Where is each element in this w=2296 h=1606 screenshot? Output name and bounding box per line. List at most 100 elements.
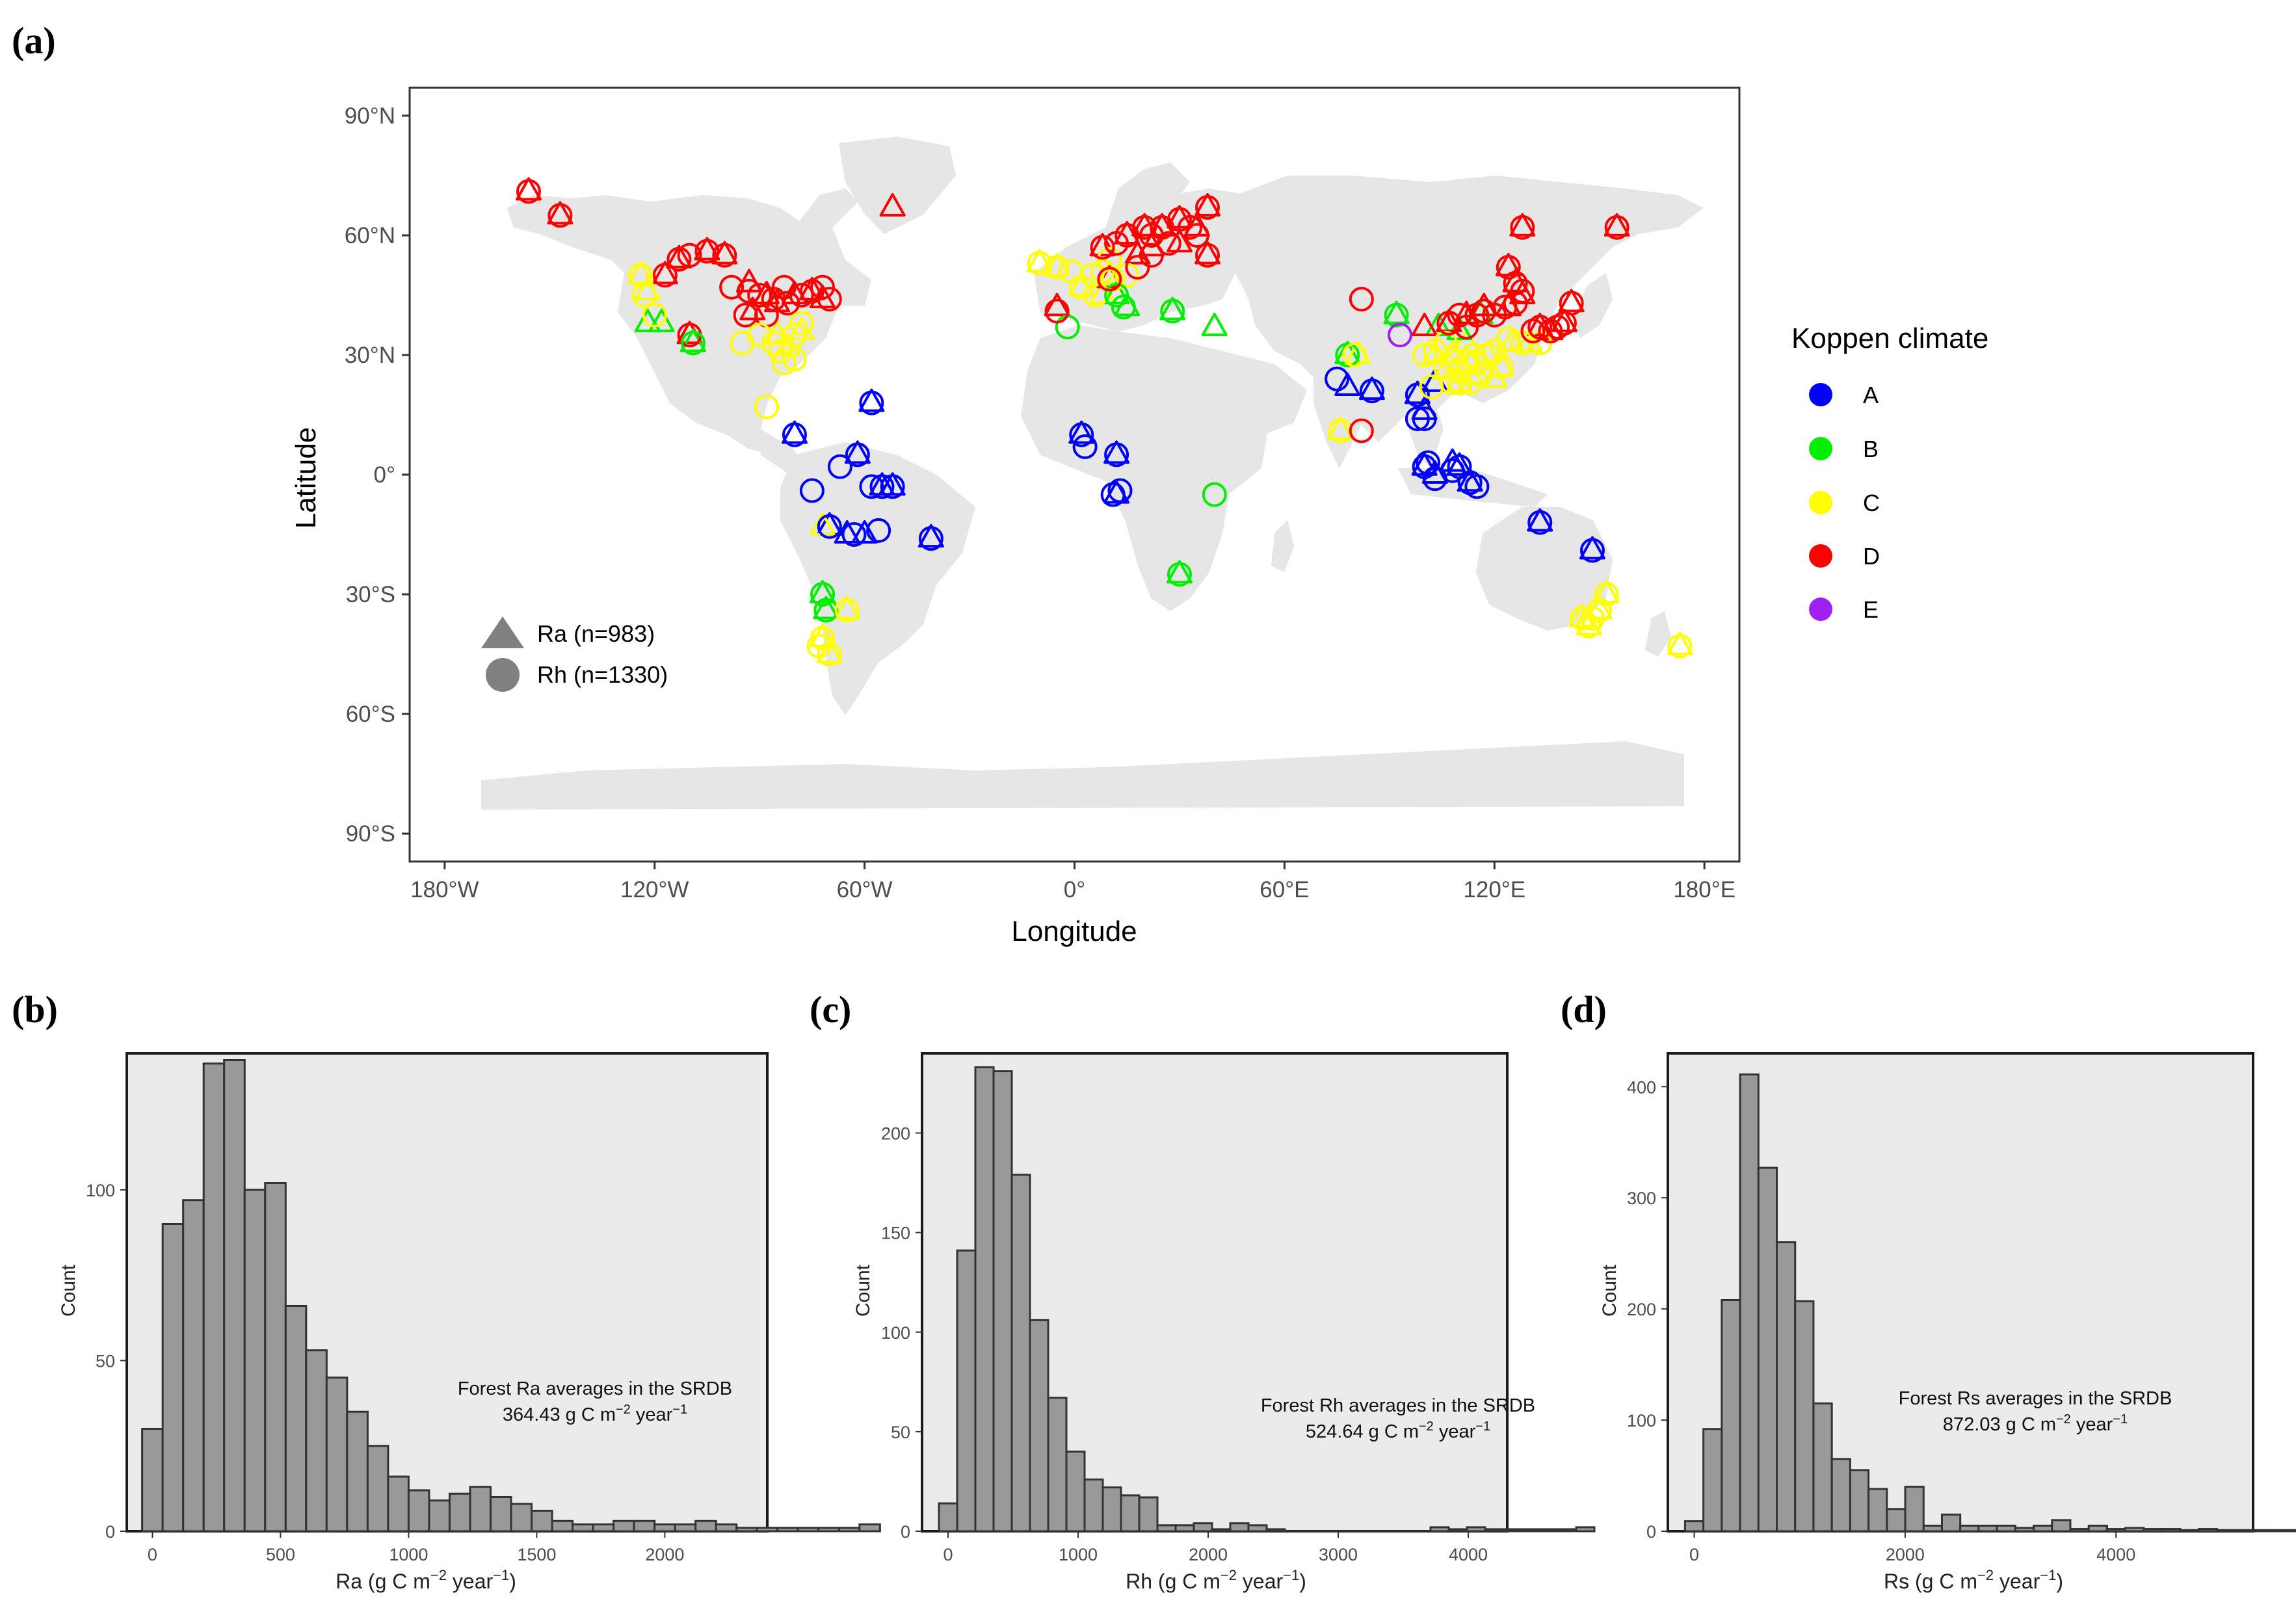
rh-point-11	[775, 291, 800, 316]
histogram-d-bar	[1922, 1524, 1943, 1533]
map-x-tick-label-2: 60°W	[837, 877, 893, 902]
histogram-c-bar	[1265, 1528, 1286, 1533]
ra-point-25	[844, 440, 871, 464]
histogram-b-bar	[305, 1349, 328, 1533]
ra-point-75	[1457, 468, 1483, 492]
histogram-c-bar	[1429, 1526, 1450, 1533]
histogram-d-bar	[2143, 1528, 2163, 1533]
land-greenland	[839, 137, 956, 234]
rh-point-29	[771, 350, 797, 376]
histogram-b-bar	[776, 1527, 799, 1533]
histogram-d-bar	[2234, 1529, 2255, 1533]
histogram-b-bar	[797, 1527, 820, 1533]
ra-point-28	[851, 520, 878, 544]
histogram-c-bar	[1211, 1528, 1232, 1533]
rh-point-25	[761, 330, 786, 356]
land-madagascar	[1271, 520, 1294, 572]
histogram-c-x-tick-label-3: 3000	[1319, 1545, 1358, 1564]
histogram-b-bar	[715, 1523, 738, 1533]
histogram-d-ticks: 0 2000 4000 0 100 200 300 400	[1627, 1077, 2135, 1564]
ra-point-89	[1488, 352, 1515, 376]
rh-point-134	[1492, 295, 1518, 320]
histogram-d-bar	[2087, 1524, 2108, 1533]
rh-point-91	[1359, 378, 1384, 404]
histogram-d-x-tick-label-1: 2000	[1886, 1545, 1925, 1564]
histogram-rh-y-axis-title: Count	[852, 1264, 874, 1317]
rh-point-137	[1503, 270, 1528, 296]
rh-point-64	[1160, 298, 1185, 324]
rh-point-73	[1178, 215, 1203, 240]
histogram-c-bar	[1029, 1319, 1049, 1533]
ra-point-20	[788, 317, 815, 341]
ra-point-111	[1667, 631, 1693, 655]
histogram-b-y-tick-label-1: 50	[96, 1352, 115, 1371]
rh-point-1	[548, 203, 573, 228]
map-axis-ticks: 180°W 120°W 60°W 0° 60°E 120°E 180°E 90°N 60°N 30…	[345, 103, 1735, 902]
ra-point-106	[1603, 213, 1630, 237]
map-x-tick-label-1: 120°W	[620, 877, 689, 902]
histogram-b-bar	[428, 1499, 451, 1533]
histogram-b-bar	[223, 1059, 246, 1533]
map-x-axis-title: Longitude	[1011, 915, 1137, 947]
histogram-c-bar	[1502, 1528, 1523, 1533]
histogram-b-bar	[633, 1520, 656, 1533]
histogram-b-bar	[838, 1527, 861, 1533]
histogram-d-bar	[1886, 1508, 1907, 1533]
histogram-rh-annotation: Forest Rh averages in the SRDB 524.64 g …	[1261, 1395, 1535, 1442]
histogram-d-bar	[2252, 1529, 2273, 1533]
histogram-b-bar	[141, 1428, 164, 1533]
climate-legend: Koppen climate A B C D E	[1791, 323, 1988, 623]
rh-point-94	[1349, 287, 1374, 312]
histogram-d-bar	[1776, 1241, 1797, 1533]
histogram-c-bar	[1120, 1494, 1141, 1533]
histogram-d-bar	[1977, 1524, 1998, 1533]
rh-point-135	[1503, 291, 1528, 316]
rh-point-18	[771, 274, 797, 300]
histogram-b-bar	[531, 1510, 553, 1533]
histogram-d-bar	[2216, 1529, 2237, 1533]
ra-point-77	[1527, 508, 1553, 532]
ra-point-113	[1345, 340, 1371, 364]
rh-point-43	[918, 526, 943, 551]
histogram-c-y-tick-label-0: 0	[901, 1522, 910, 1542]
histogram-b-bars	[141, 1059, 881, 1533]
histogram-b-bar	[694, 1520, 717, 1533]
histogram-b-bar	[182, 1199, 205, 1533]
map-y-tick-label-6: 90°S	[346, 821, 395, 847]
rh-point-17	[733, 302, 758, 328]
histogram-c-bar	[1083, 1478, 1104, 1533]
map-y-tick-label-5: 60°S	[346, 702, 395, 727]
histogram-b-bar	[489, 1496, 512, 1533]
shape-legend-ra-label: Ra (n=983)	[537, 620, 655, 647]
histogram-b-bar	[469, 1486, 492, 1533]
legend-label-c: C	[1863, 490, 1880, 516]
histogram-b-bar	[284, 1305, 308, 1533]
ra-point-22	[634, 308, 661, 332]
map-y-tick-label-2: 30°N	[345, 343, 395, 368]
rh-point-83	[1104, 442, 1129, 467]
ra-point-66	[1334, 373, 1361, 397]
histogram-c-bar	[1538, 1528, 1559, 1533]
histogram-ra: 0 500 1000 1500 2000 0 50 100 Ra (g C m−2 year−…	[58, 1052, 881, 1593]
histogram-b-bar	[551, 1520, 574, 1533]
histogram-b-bar	[448, 1492, 471, 1533]
rh-point-139	[1510, 215, 1535, 240]
histogram-rh-x-axis-title: Rh (g C m−2 year−1)	[1126, 1567, 1306, 1593]
histogram-d-y-tick-label-3: 300	[1627, 1189, 1656, 1208]
ra-point-59	[1124, 241, 1151, 265]
ra-point-1	[547, 201, 574, 225]
histogram-c-bar	[1156, 1524, 1177, 1533]
ra-point-78	[1579, 536, 1605, 560]
histogram-b-bar	[756, 1527, 779, 1533]
histogram-c-x-tick-label-4: 4000	[1449, 1545, 1488, 1564]
ra-point-68	[1327, 416, 1354, 440]
ra-point-55	[1194, 241, 1221, 265]
rh-point-7	[719, 274, 745, 300]
map-y-tick-label-4: 30°S	[346, 582, 395, 607]
rh-point-97	[1412, 406, 1437, 432]
histogram-d-bar	[1794, 1300, 1815, 1533]
map-x-tick-label-4: 60°E	[1260, 877, 1309, 902]
ra-point-30	[879, 472, 906, 496]
histogram-b-bar	[202, 1062, 226, 1533]
ra-point-31	[917, 524, 944, 548]
